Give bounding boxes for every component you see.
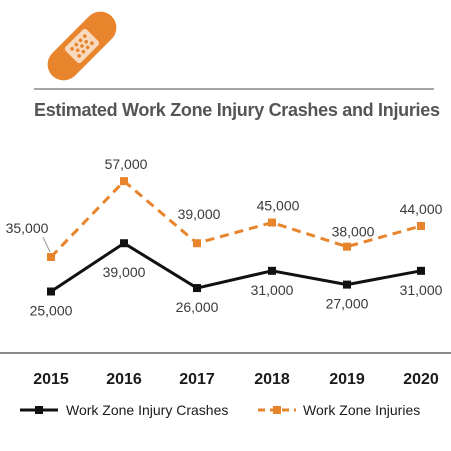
data-label-injuries: 44,000 <box>400 201 443 217</box>
data-label-crashes: 26,000 <box>176 299 219 315</box>
legend-label-injuries: Work Zone Injuries <box>303 402 420 418</box>
data-label-crashes: 39,000 <box>103 264 146 280</box>
series-line-injuries <box>49 179 422 259</box>
bandage-icon <box>47 11 117 81</box>
x-tick-label: 2020 <box>403 371 439 388</box>
data-point-crashes <box>417 266 425 275</box>
legend-label-crashes: Work Zone Injury Crashes <box>66 402 228 418</box>
data-point-injuries <box>417 221 425 230</box>
data-point-injuries <box>47 253 55 262</box>
data-point-injuries <box>268 218 276 227</box>
data-point-crashes <box>268 266 276 275</box>
x-tick-label: 2016 <box>106 371 142 388</box>
x-tick-label: 2015 <box>33 371 69 388</box>
data-point-crashes <box>47 287 55 296</box>
data-label-injuries: 38,000 <box>332 224 375 240</box>
series-layer: 25,000 39,000 26,000 31,000 27,000 31,000 35,0… <box>6 156 443 318</box>
x-tick-labels: 2015 2016 2017 2018 2019 2020 <box>33 371 439 388</box>
x-tick-label: 2017 <box>179 371 215 388</box>
data-label-crashes: 31,000 <box>400 282 443 298</box>
data-label-injuries: 57,000 <box>105 156 148 172</box>
data-point-crashes <box>120 239 128 248</box>
data-label-injuries: 35,000 <box>6 220 49 236</box>
legend-item-crashes: Work Zone Injury Crashes <box>20 402 228 418</box>
chart-title: Estimated Work Zone Injury Crashes and I… <box>34 100 440 120</box>
data-point-crashes <box>343 280 351 289</box>
data-label-crashes: 25,000 <box>30 303 73 319</box>
data-point-injuries <box>193 239 201 248</box>
legend-item-injuries: Work Zone Injuries <box>258 402 420 418</box>
series-line-crashes <box>50 241 422 293</box>
x-tick-label: 2019 <box>329 371 365 388</box>
data-point-injuries <box>343 242 351 251</box>
data-point-crashes <box>193 284 201 293</box>
legend: Work Zone Injury Crashes Work Zone Injur… <box>20 402 420 418</box>
data-label-crashes: 27,000 <box>326 296 369 312</box>
data-label-injuries: 39,000 <box>178 206 221 222</box>
data-label-crashes: 31,000 <box>251 282 294 298</box>
label-leader-line <box>42 236 51 253</box>
x-tick-label: 2018 <box>254 371 290 388</box>
data-point-injuries <box>120 177 128 186</box>
data-label-injuries: 45,000 <box>257 198 300 214</box>
